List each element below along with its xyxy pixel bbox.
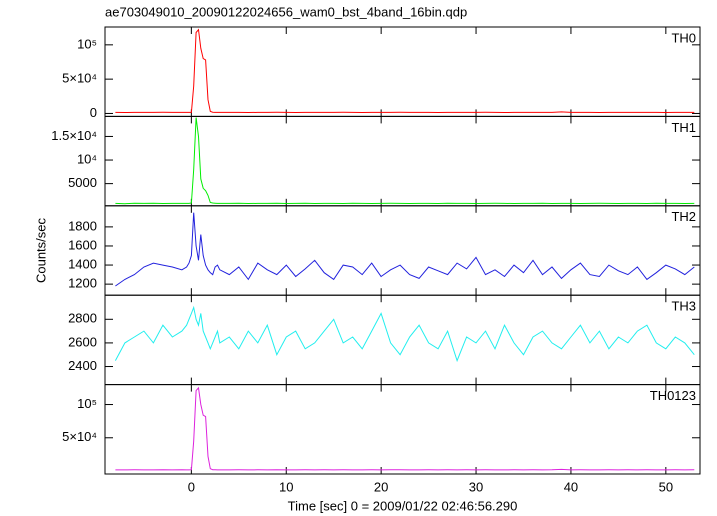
light-curve bbox=[115, 117, 695, 205]
x-tick-label: 50 bbox=[659, 479, 673, 494]
x-tick-label: 10 bbox=[279, 479, 293, 494]
series-label: TH1 bbox=[671, 120, 696, 135]
y-tick-label: 2800 bbox=[68, 311, 97, 326]
chart-title: ae703049010_20090122024656_wam0_bst_4ban… bbox=[105, 4, 467, 19]
y-tick-label: 5×10⁴ bbox=[62, 71, 97, 86]
y-tick-label: 1800 bbox=[68, 218, 97, 233]
y-tick-label: 10⁵ bbox=[77, 36, 97, 51]
light-curve bbox=[115, 28, 695, 114]
y-tick-label: 10⁵ bbox=[77, 396, 97, 411]
y-tick-label: 1400 bbox=[68, 256, 97, 271]
y-tick-label: 10⁴ bbox=[77, 151, 97, 166]
light-curve bbox=[115, 212, 695, 287]
y-tick-label: 1.5×10⁴ bbox=[51, 128, 97, 143]
y-tick-label: 1600 bbox=[68, 237, 97, 252]
y-axis-label: Counts/sec bbox=[33, 217, 48, 283]
light-curve bbox=[114, 305, 695, 363]
panel-frame bbox=[104, 384, 701, 475]
x-tick-label: 30 bbox=[469, 479, 483, 494]
series-label: TH0123 bbox=[650, 388, 696, 403]
series-label: TH3 bbox=[671, 299, 696, 314]
y-tick-label: 2400 bbox=[68, 358, 97, 373]
y-tick-label: 5×10⁴ bbox=[62, 429, 97, 444]
x-tick-label: 0 bbox=[188, 479, 195, 494]
x-tick-label: 20 bbox=[374, 479, 388, 494]
y-tick-label: 5000 bbox=[68, 175, 97, 190]
y-tick-label: 2600 bbox=[68, 334, 97, 349]
y-tick-label: 0 bbox=[90, 105, 97, 120]
series-label: TH2 bbox=[671, 209, 696, 224]
y-tick-label: 1200 bbox=[68, 276, 97, 291]
x-axis-label: Time [sec] 0 = 2009/01/22 02:46:56.290 bbox=[288, 498, 518, 513]
light-curve bbox=[115, 386, 695, 471]
series-label: TH0 bbox=[671, 30, 696, 45]
x-tick-label: 40 bbox=[564, 479, 578, 494]
